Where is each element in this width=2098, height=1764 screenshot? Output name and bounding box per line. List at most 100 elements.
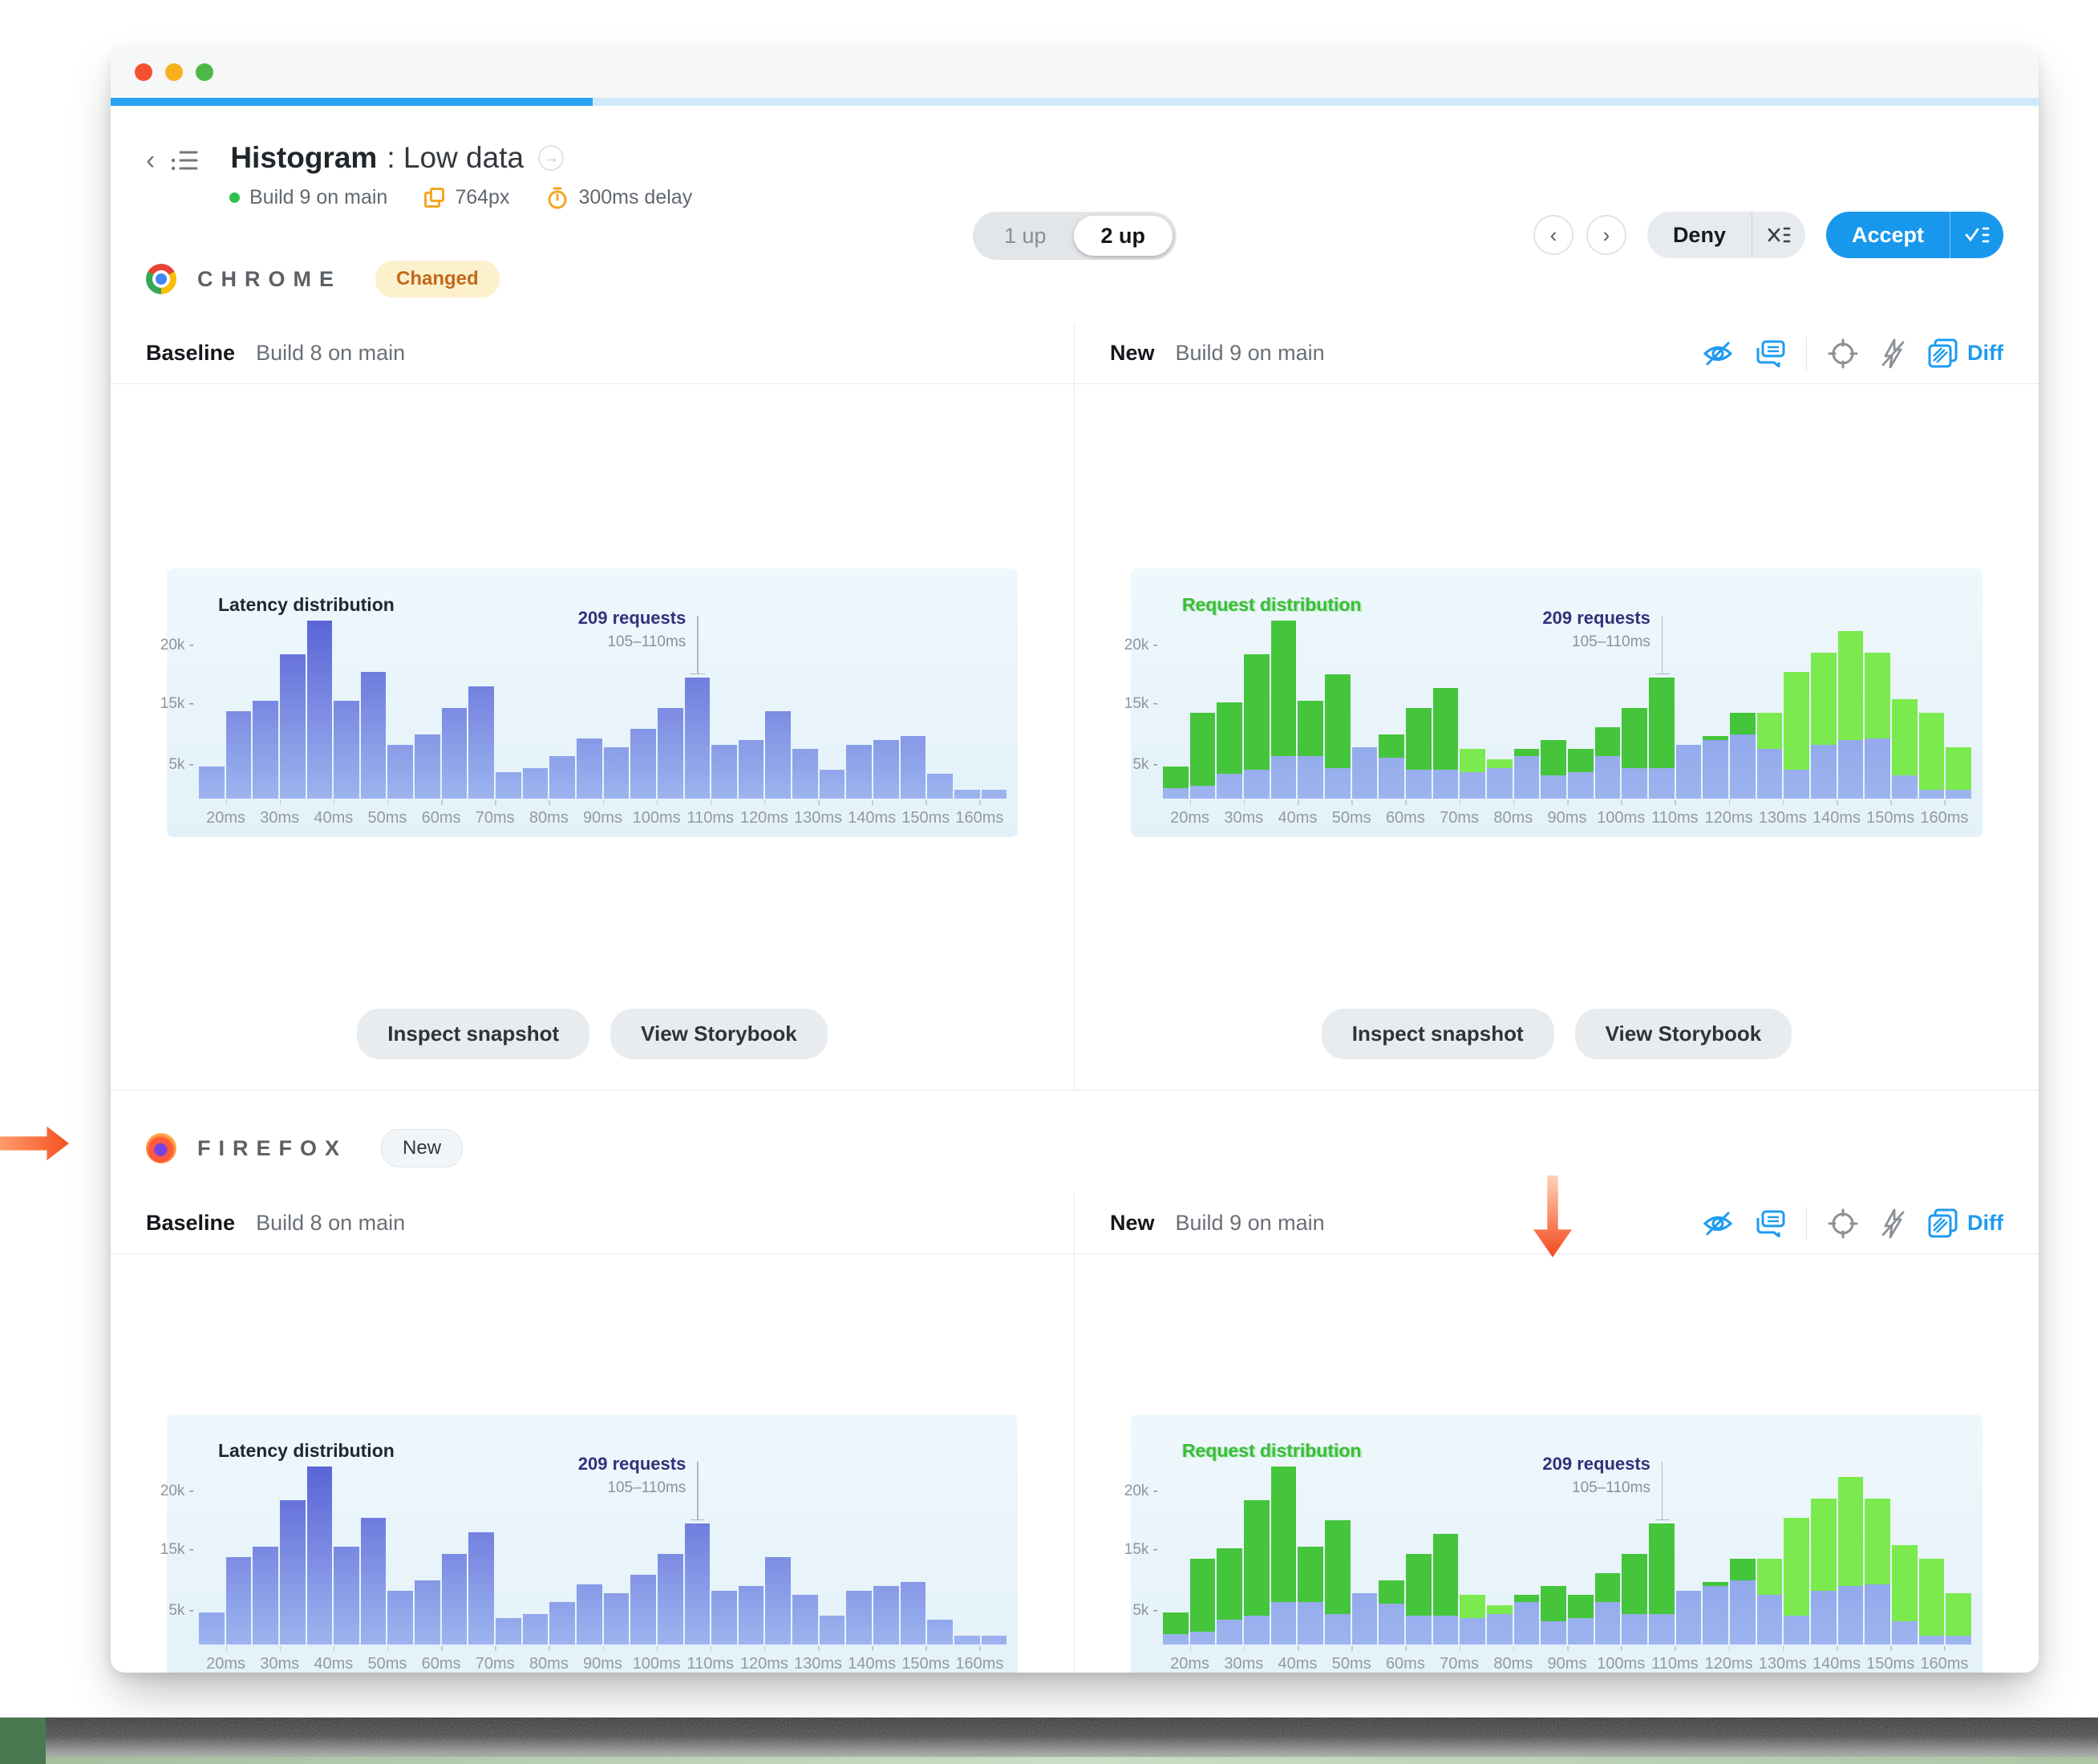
diff-toggle-button[interactable]: Diff [1927, 1208, 2003, 1239]
histogram-bar [1946, 1467, 1972, 1645]
annotation-label: 209 requests 105–110ms [1542, 1454, 1650, 1496]
histogram-bar [549, 621, 575, 799]
new-snapshot-chart[interactable]: Request distribution 20ms 30ms 40ms 50ms 60m… [1124, 1414, 1983, 1673]
histogram-bar [954, 1467, 980, 1645]
toolbar-divider [1805, 336, 1808, 370]
inspect-snapshot-button[interactable]: Inspect snapshot [357, 1009, 590, 1059]
annotation-line [1656, 1462, 1668, 1521]
back-chevron-icon[interactable]: ‹ [146, 145, 156, 176]
view-storybook-button[interactable]: View Storybook [610, 1009, 828, 1059]
histogram-bar [711, 621, 737, 799]
histogram-bar [1460, 1467, 1486, 1645]
y-axis-tick-label: 5k - [1132, 1601, 1158, 1619]
histogram-bar [1594, 621, 1621, 799]
toggle-1up[interactable]: 1 up [1003, 223, 1047, 248]
histogram-bar [981, 1467, 1007, 1645]
baseline-snapshot-chart[interactable]: Latency distribution 20ms 30ms 40ms 50ms 60m… [160, 568, 1018, 837]
x-axis-tick-label: 50ms [1331, 1655, 1371, 1673]
focus-crosshair-icon[interactable] [1828, 1208, 1858, 1239]
accept-button[interactable]: Accept [1826, 212, 1950, 258]
histogram-bar [441, 621, 468, 799]
chart-title: Latency distribution [218, 1440, 395, 1461]
histogram-bar [1487, 621, 1513, 799]
histogram-bar [279, 1467, 306, 1645]
histogram-bar [1406, 1467, 1432, 1645]
snapshot-list-icon[interactable] [171, 148, 198, 172]
histogram-bar [1703, 621, 1729, 799]
flash-off-icon[interactable] [1879, 1208, 1906, 1239]
histogram-bar [253, 621, 278, 799]
histogram-bar [1568, 1467, 1594, 1645]
histogram-bar [630, 1467, 656, 1645]
comments-icon[interactable] [1755, 1210, 1785, 1237]
close-window-button[interactable] [135, 63, 152, 81]
histogram-bar [1432, 621, 1459, 799]
goto-story-icon[interactable]: → [538, 145, 565, 171]
deny-button[interactable]: Deny [1647, 212, 1752, 258]
baseline-panel-firefox: Baseline Build 8 on main Latency distrib… [111, 1193, 1075, 1673]
x-axis-tick-label: 90ms [583, 809, 622, 827]
x-axis-tick-label: 20ms [206, 809, 246, 827]
x-axis-tick-label: 30ms [260, 809, 300, 827]
histogram-bar [1892, 621, 1918, 799]
histogram-bar [819, 621, 845, 799]
histogram-bar [576, 1467, 602, 1645]
toggle-2up[interactable]: 2 up [1073, 216, 1173, 256]
histogram-bar [819, 1467, 845, 1645]
histogram-bar [846, 621, 873, 799]
inspect-snapshot-button[interactable]: Inspect snapshot [1321, 1009, 1554, 1059]
browser-name: CHROME [197, 266, 342, 291]
histogram-bar [1756, 1467, 1783, 1645]
histogram-bar [387, 1467, 414, 1645]
y-axis-tick-label: 20k - [160, 637, 194, 654]
baseline-snapshot-chart[interactable]: Latency distribution 20ms 30ms 40ms 50ms 60m… [160, 1414, 1018, 1673]
x-axis-tick-label: 70ms [475, 809, 515, 827]
x-axis-tick-label: 120ms [739, 1655, 788, 1673]
histogram-bar [1784, 1467, 1810, 1645]
x-axis-tick-label: 20ms [1170, 1655, 1210, 1673]
histogram-bar [1379, 1467, 1405, 1645]
hide-diff-eye-off-icon[interactable] [1702, 1210, 1734, 1237]
x-axis-tick-label: 100ms [1597, 809, 1646, 827]
histogram-bar [1622, 621, 1648, 799]
histogram-bar [684, 1467, 711, 1645]
focus-crosshair-icon[interactable] [1828, 338, 1858, 369]
histogram-bar [1217, 1467, 1243, 1645]
histogram-bar [306, 621, 333, 799]
diff-toggle-button[interactable]: Diff [1927, 338, 2003, 369]
histogram-bar [927, 1467, 953, 1645]
x-axis-tick-label: 30ms [260, 1655, 300, 1673]
histogram-bar [1351, 621, 1378, 799]
histogram-bar [1541, 1467, 1567, 1645]
review-progress-fill [111, 98, 593, 106]
comments-icon[interactable] [1755, 340, 1785, 367]
flash-off-icon[interactable] [1879, 338, 1906, 369]
histogram-bar [468, 1467, 495, 1645]
prev-snapshot-button[interactable]: ‹ [1533, 215, 1574, 255]
x-axis-tick-label: 120ms [739, 809, 788, 827]
deny-split-button: Deny [1646, 212, 1805, 258]
histogram-bar [1865, 621, 1891, 799]
x-axis-tick-label: 110ms [1651, 1655, 1699, 1673]
histogram-bar [630, 621, 656, 799]
baseline-label: Baseline [146, 341, 236, 365]
zoom-window-button[interactable] [196, 63, 213, 81]
build-status: Build 9 on main [229, 186, 387, 209]
histogram-bar [711, 1467, 737, 1645]
deny-options-button[interactable] [1752, 212, 1805, 258]
histogram-bar [441, 1467, 468, 1645]
x-axis-tick-label: 100ms [632, 1655, 681, 1673]
hide-diff-eye-off-icon[interactable] [1702, 340, 1734, 367]
x-axis-tick-label: 50ms [367, 1655, 407, 1673]
histogram-bar [225, 1467, 252, 1645]
accept-options-button[interactable] [1950, 212, 2003, 258]
new-panel-firefox: New Build 9 on main [1075, 1175, 2039, 1673]
histogram-bar [1730, 1467, 1756, 1645]
next-snapshot-button[interactable]: › [1586, 215, 1626, 255]
histogram-bar [549, 1467, 575, 1645]
histogram-bar [1325, 621, 1351, 799]
histogram-bar [900, 1467, 926, 1645]
minimize-window-button[interactable] [165, 63, 183, 81]
view-storybook-button[interactable]: View Storybook [1574, 1009, 1792, 1059]
new-snapshot-chart[interactable]: Request distribution 20ms 30ms 40ms 50ms 60m… [1124, 568, 1983, 837]
